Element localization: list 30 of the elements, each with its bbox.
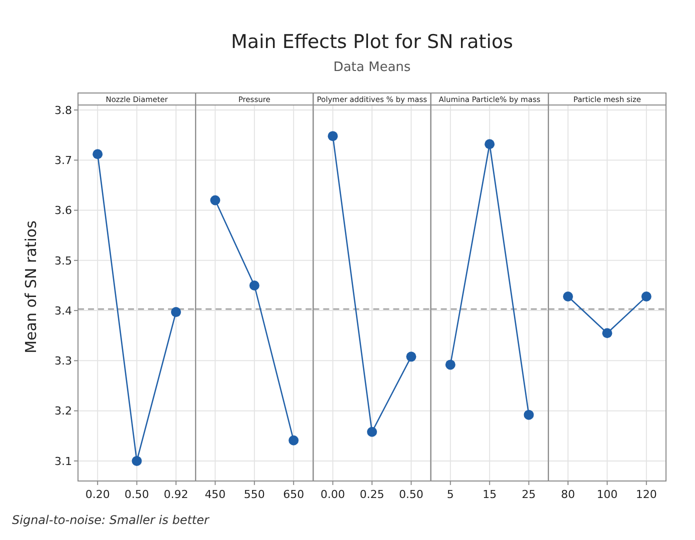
x-tick-label: 650	[283, 488, 304, 501]
y-tick-label: 3.5	[54, 254, 72, 268]
x-tick-label: 100	[596, 488, 618, 501]
x-tick-label: 80	[561, 488, 575, 501]
x-tick-label: 0.00	[320, 488, 346, 501]
x-tick-label: 5	[446, 488, 454, 501]
chart-title: Main Effects Plot for SN ratios	[230, 31, 514, 53]
y-axis-title: Mean of SN ratios	[22, 220, 40, 354]
y-tick-label: 3.4	[54, 304, 72, 318]
x-tick-label: 0.50	[124, 488, 150, 501]
x-tick-label: 0.50	[398, 488, 424, 501]
x-tick-label: 0.92	[164, 488, 188, 501]
y-tick-label: 3.6	[54, 204, 72, 218]
x-tick-label: 450	[204, 488, 226, 501]
x-tick-label: 25	[522, 488, 536, 501]
point	[92, 149, 103, 160]
x-tick-label: 15	[482, 488, 497, 501]
point	[132, 456, 142, 466]
y-tick-label: 3.8	[54, 104, 72, 117]
y-tick-label: 3.7	[54, 154, 72, 167]
x-tick-label: 0.20	[85, 488, 110, 501]
y-tick-label: 3.2	[54, 404, 72, 418]
text: Signal-to-noise: Smaller is better	[12, 513, 210, 527]
x-tick-label: 120	[636, 488, 657, 501]
x-tick-label: 0.25	[360, 488, 384, 501]
chart-subtitle: Data Means	[333, 60, 411, 75]
y-tick-label: 3.1	[54, 454, 72, 468]
x-tick-label: 550	[244, 488, 265, 501]
y-tick-label: 3.3	[54, 354, 72, 368]
point	[171, 307, 181, 318]
